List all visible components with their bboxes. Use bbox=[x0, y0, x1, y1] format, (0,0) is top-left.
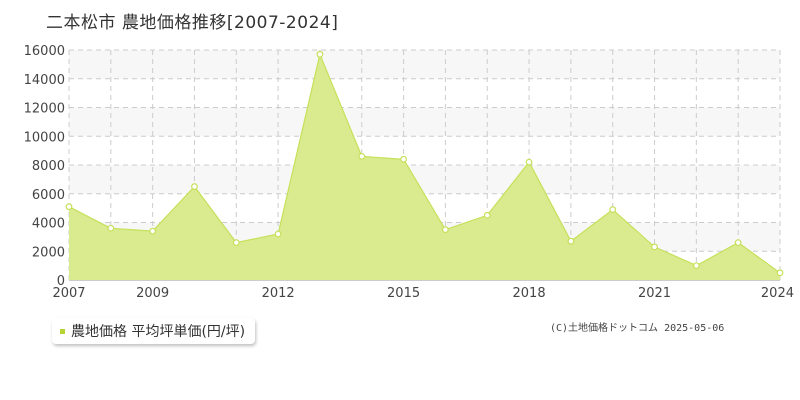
y-tick-label: 10000 bbox=[24, 130, 65, 145]
y-tick-label: 6000 bbox=[32, 188, 65, 203]
data-point bbox=[483, 211, 491, 219]
data-point bbox=[191, 183, 198, 190]
data-point bbox=[107, 224, 115, 232]
data-point bbox=[232, 239, 240, 247]
legend: 農地価格 平均坪単価(円/坪) bbox=[52, 318, 256, 344]
x-tick-label: 2024 bbox=[761, 286, 794, 301]
y-axis-ticks: 0 2000 4000 6000 8000 10000 12000 14000 16000 bbox=[24, 44, 65, 289]
data-point bbox=[358, 152, 366, 160]
x-tick-label: 2021 bbox=[638, 286, 671, 301]
data-point bbox=[316, 50, 324, 58]
x-axis-ticks: 2007 2009 2012 2015 2018 2021 2024 bbox=[52, 286, 794, 301]
y-tick-label: 16000 bbox=[24, 44, 65, 59]
copyright-text: (C)土地価格ドットコム 2025-05-06 bbox=[550, 323, 725, 334]
data-point bbox=[149, 227, 157, 235]
grid-band bbox=[69, 50, 780, 79]
data-point bbox=[442, 226, 449, 234]
data-point bbox=[65, 203, 73, 211]
y-tick-label: 2000 bbox=[32, 245, 65, 260]
grid-band bbox=[69, 107, 780, 137]
y-tick-label: 12000 bbox=[24, 102, 65, 117]
data-point bbox=[609, 206, 617, 213]
data-point bbox=[776, 269, 784, 277]
x-tick-label: 2015 bbox=[387, 286, 420, 301]
y-tick-label: 14000 bbox=[24, 73, 65, 88]
grid-band bbox=[69, 165, 780, 194]
data-point bbox=[567, 237, 575, 245]
legend-label: 農地価格 平均坪単価(円/坪) bbox=[71, 324, 246, 340]
price-area bbox=[69, 54, 780, 280]
data-points bbox=[65, 50, 784, 277]
x-tick-label: 2007 bbox=[52, 286, 85, 301]
data-point bbox=[525, 158, 533, 166]
y-tick-label: 4000 bbox=[32, 217, 65, 232]
x-tick-label: 2009 bbox=[136, 286, 169, 301]
y-tick-label: 0 bbox=[57, 274, 65, 289]
data-point bbox=[651, 243, 658, 251]
data-point bbox=[734, 239, 742, 247]
data-point bbox=[400, 155, 407, 163]
x-tick-label: 2012 bbox=[262, 286, 295, 301]
y-tick-label: 8000 bbox=[32, 159, 65, 174]
data-point bbox=[274, 230, 282, 238]
legend-swatch bbox=[60, 328, 65, 334]
x-tick-label: 2018 bbox=[513, 286, 546, 301]
price-line bbox=[68, 52, 781, 274]
chart-title: 二本松市 農地価格推移[2007-2024] bbox=[46, 13, 339, 33]
data-point bbox=[692, 262, 700, 270]
